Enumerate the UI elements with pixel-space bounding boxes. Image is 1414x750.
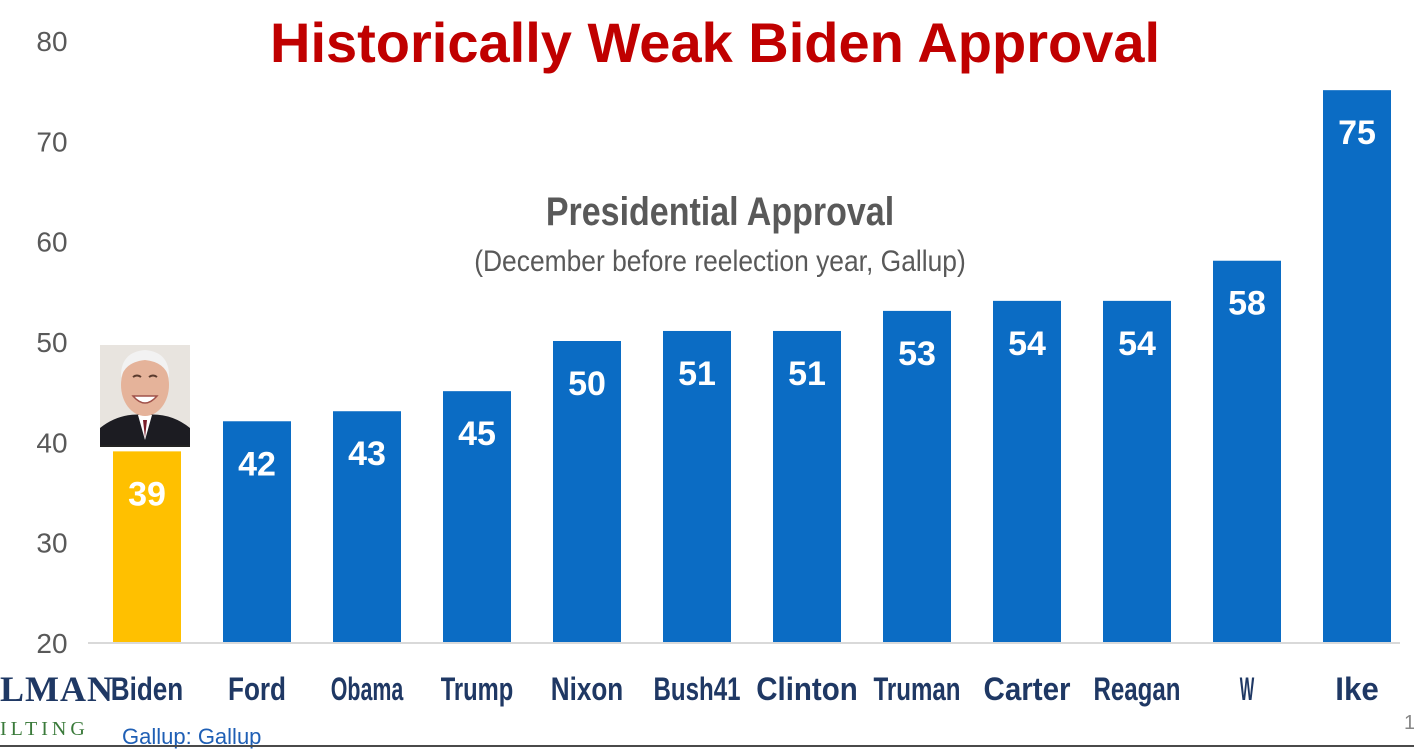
category-label: Obama bbox=[331, 671, 404, 707]
bar-clinton bbox=[773, 330, 841, 642]
value-label: 53 bbox=[898, 335, 936, 373]
bar-ike bbox=[1323, 90, 1391, 642]
value-label: 39 bbox=[128, 475, 166, 513]
value-label: 50 bbox=[568, 365, 606, 403]
value-label: 54 bbox=[1118, 325, 1156, 363]
y-tick-label: 50 bbox=[36, 327, 67, 358]
bar-carter bbox=[993, 300, 1061, 642]
y-tick-label: 20 bbox=[36, 628, 67, 659]
category-label: Biden bbox=[111, 671, 184, 707]
category-label: Ford bbox=[228, 671, 286, 707]
page-number: 1 bbox=[1404, 712, 1414, 734]
value-labels: 39 42 43 45 50 51 51 53 54 54 58 75 bbox=[128, 114, 1376, 513]
chart-title: Historically Weak Biden Approval bbox=[270, 11, 1161, 74]
bar-truman bbox=[883, 310, 951, 642]
bar-reagan bbox=[1103, 300, 1171, 642]
category-label: Truman bbox=[874, 671, 961, 707]
value-label: 75 bbox=[1338, 114, 1376, 152]
bar-nixon bbox=[553, 341, 621, 642]
chart-subtitle-note: (December before reelection year, Gallup… bbox=[474, 245, 966, 278]
category-label: Bush41 bbox=[654, 671, 741, 707]
category-label: Carter bbox=[984, 671, 1071, 707]
category-label: W bbox=[1240, 671, 1255, 707]
value-label: 43 bbox=[348, 435, 386, 473]
bar-biden bbox=[113, 451, 181, 642]
value-label: 58 bbox=[1228, 285, 1266, 323]
bar-trump bbox=[443, 391, 511, 642]
bottom-divider bbox=[0, 745, 1414, 747]
bar-ford bbox=[223, 421, 291, 642]
value-label: 45 bbox=[458, 415, 496, 453]
source-link[interactable]: Gallup: Gallup bbox=[122, 724, 262, 749]
value-label: 42 bbox=[238, 445, 276, 483]
category-label: Nixon bbox=[551, 671, 624, 707]
value-label: 51 bbox=[788, 355, 826, 393]
bar-w bbox=[1213, 260, 1281, 642]
value-label: 51 bbox=[678, 355, 716, 393]
bar-obama bbox=[333, 411, 401, 642]
bar-bush41 bbox=[663, 330, 731, 642]
logo-text-bottom: ILTING bbox=[0, 718, 89, 740]
y-tick-label: 80 bbox=[36, 26, 67, 57]
chart-subtitle: Presidential Approval bbox=[545, 190, 895, 234]
y-axis: 20 30 40 50 60 70 80 bbox=[36, 26, 1400, 659]
logo-text-top: LMAN bbox=[0, 669, 114, 709]
biden-portrait-icon bbox=[100, 345, 190, 445]
category-label: Clinton bbox=[756, 671, 858, 707]
category-labels: Biden Ford Obama Trump Nixon Bush41 Clinton Tru… bbox=[111, 671, 1379, 707]
y-tick-label: 70 bbox=[36, 126, 67, 157]
y-tick-label: 40 bbox=[36, 427, 67, 458]
value-label: 54 bbox=[1008, 325, 1046, 363]
category-label: Trump bbox=[441, 671, 514, 707]
category-label: Reagan bbox=[1094, 671, 1181, 707]
y-tick-label: 60 bbox=[36, 227, 67, 258]
category-label: Ike bbox=[1335, 671, 1379, 707]
y-tick-label: 30 bbox=[36, 528, 67, 559]
bars bbox=[113, 90, 1391, 642]
